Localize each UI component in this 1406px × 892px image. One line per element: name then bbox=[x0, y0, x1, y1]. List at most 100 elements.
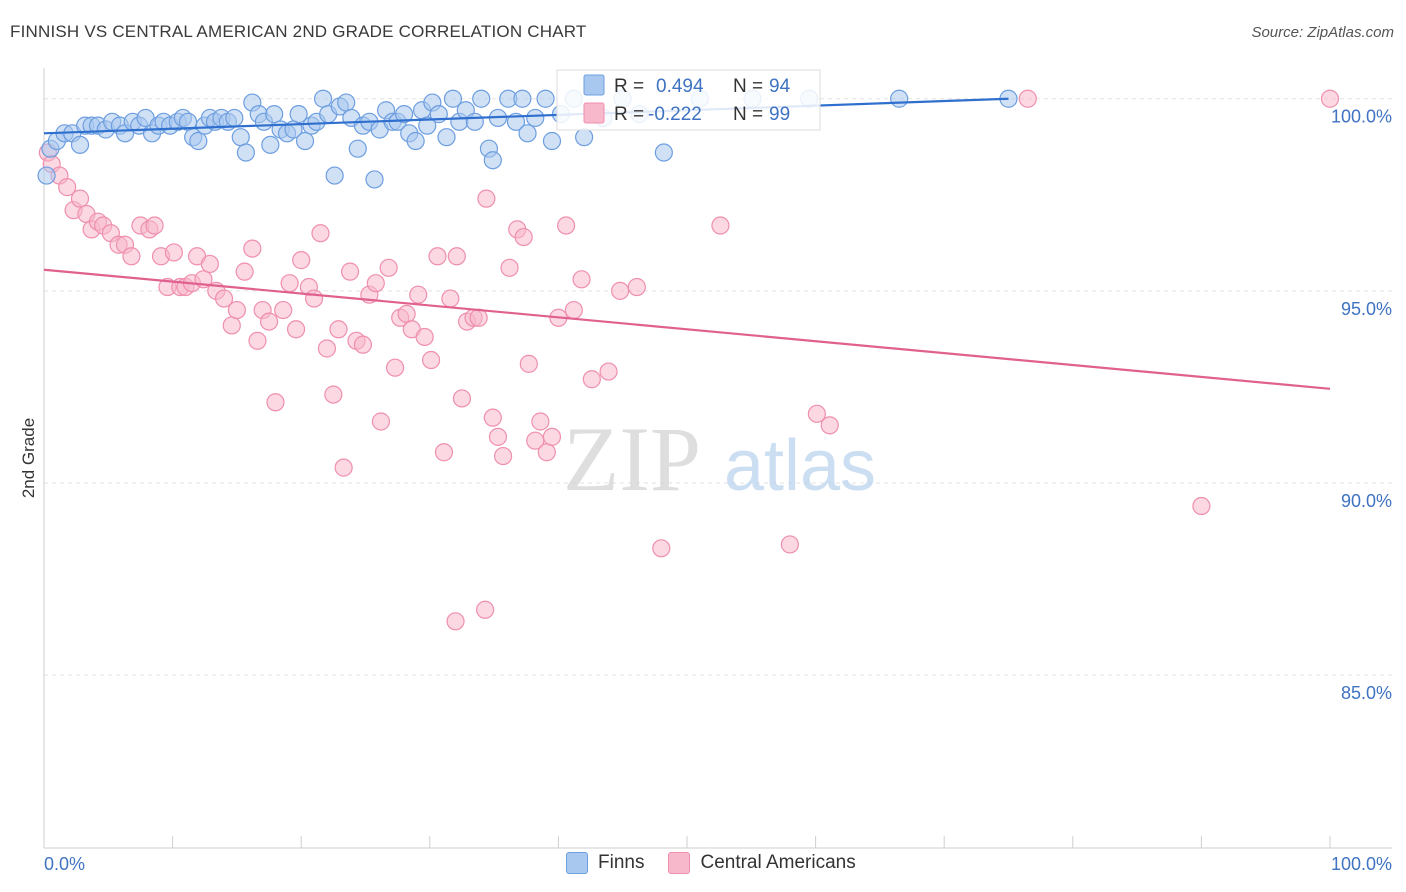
central-r-label: R = bbox=[614, 104, 644, 125]
central-point-82 bbox=[557, 216, 576, 235]
central-point-32 bbox=[248, 331, 267, 350]
finns-n-value: 94 bbox=[769, 76, 791, 97]
central-point-83 bbox=[564, 300, 583, 320]
y-tick-label-3: 85.0% bbox=[1341, 683, 1392, 703]
central-point-62 bbox=[434, 443, 454, 462]
central-point-60 bbox=[421, 350, 441, 370]
finns-r-value: 0.494 bbox=[656, 76, 704, 97]
central-point-80 bbox=[542, 427, 562, 446]
central-point-31 bbox=[243, 239, 262, 258]
central-point-34 bbox=[259, 312, 279, 331]
central-n-label: N = bbox=[733, 104, 763, 125]
central-point-27 bbox=[214, 289, 234, 308]
legend-swatch-finns bbox=[566, 852, 588, 874]
legend-item-finns: Finns bbox=[566, 852, 644, 874]
central-point-92 bbox=[475, 600, 495, 619]
finns-point-47 bbox=[325, 166, 344, 185]
central-point-44 bbox=[324, 385, 343, 404]
central-point-46 bbox=[334, 458, 353, 477]
finns-point-59 bbox=[394, 105, 414, 124]
finns-point-0 bbox=[37, 166, 56, 185]
finns-swatch bbox=[583, 74, 605, 96]
finns-point-37 bbox=[265, 105, 284, 124]
watermark-atlas: atlas bbox=[724, 426, 876, 506]
central-point-56 bbox=[397, 304, 416, 324]
central-point-98 bbox=[1320, 89, 1340, 108]
central-point-76 bbox=[519, 354, 538, 373]
central-point-91 bbox=[446, 612, 465, 631]
gridlines bbox=[44, 98, 1392, 676]
source-label: Source: ZipAtlas.com bbox=[1251, 24, 1394, 41]
finns-point-78 bbox=[518, 124, 537, 143]
central-point-39 bbox=[292, 251, 311, 270]
central-point-13 bbox=[122, 247, 141, 266]
finns-point-30 bbox=[225, 108, 244, 128]
y-axis-label: 2nd Grade bbox=[19, 418, 38, 498]
legend-item-central: Central Americans bbox=[668, 852, 856, 874]
correlation-legend: R = 0.494 N = 94 R = -0.222 N = 99 bbox=[556, 69, 821, 131]
finns-point-88 bbox=[654, 143, 673, 162]
finns-r-label: R = bbox=[614, 76, 644, 97]
y-tick-labels: 100.0% 95.0% 90.0% 85.0% bbox=[1331, 107, 1392, 703]
finns-point-81 bbox=[542, 131, 562, 151]
central-point-68 bbox=[469, 308, 488, 327]
finns-point-73 bbox=[483, 151, 502, 170]
central-point-59 bbox=[415, 327, 434, 347]
central-point-38 bbox=[286, 320, 306, 339]
central-r-value: -0.222 bbox=[648, 104, 702, 125]
central-americans-points bbox=[38, 89, 1340, 631]
finns-point-66 bbox=[437, 128, 456, 147]
finns-point-54 bbox=[365, 170, 384, 189]
finns-point-70 bbox=[465, 112, 484, 131]
finns-point-31 bbox=[231, 128, 250, 147]
central-point-36 bbox=[274, 300, 293, 320]
finns-point-32 bbox=[236, 143, 256, 162]
central-point-45 bbox=[329, 320, 348, 339]
central-point-43 bbox=[317, 339, 337, 358]
central-point-3 bbox=[58, 178, 77, 197]
central-point-70 bbox=[483, 408, 502, 427]
central-point-52 bbox=[371, 412, 391, 431]
central-point-35 bbox=[266, 393, 285, 412]
central-point-93 bbox=[780, 535, 799, 554]
central-point-29 bbox=[227, 300, 246, 320]
legend-label-finns: Finns bbox=[598, 852, 645, 873]
finns-point-45 bbox=[313, 89, 333, 108]
central-point-19 bbox=[164, 243, 183, 262]
finns-point-80 bbox=[536, 89, 555, 108]
central-point-5 bbox=[70, 189, 90, 208]
central-point-86 bbox=[599, 362, 618, 381]
central-point-94 bbox=[807, 404, 826, 423]
x-ticks bbox=[43, 836, 1331, 848]
x-tick-label-left: 0.0% bbox=[44, 854, 85, 874]
watermark-zip: ZIP bbox=[563, 408, 701, 510]
finns-point-51 bbox=[348, 139, 367, 158]
central-point-30 bbox=[235, 262, 254, 281]
central-point-79 bbox=[537, 443, 556, 462]
central-point-37 bbox=[280, 274, 299, 293]
finns-point-63 bbox=[418, 116, 437, 135]
central-point-69 bbox=[477, 189, 496, 208]
central-point-42 bbox=[311, 224, 330, 243]
central-point-25 bbox=[200, 254, 219, 274]
central-point-87 bbox=[611, 281, 630, 300]
x-tick-label-right: 100.0% bbox=[1331, 854, 1392, 874]
y-tick-label-0: 100.0% bbox=[1331, 107, 1392, 127]
central-point-75 bbox=[514, 227, 533, 247]
y-tick-label-2: 90.0% bbox=[1341, 491, 1392, 511]
y-tick-label-1: 95.0% bbox=[1341, 299, 1392, 319]
finns-point-92 bbox=[890, 89, 909, 108]
finns-point-84 bbox=[575, 128, 594, 147]
central-point-58 bbox=[409, 285, 428, 304]
central-point-28 bbox=[222, 316, 241, 335]
central-n-value: 99 bbox=[769, 104, 790, 125]
central-point-73 bbox=[500, 258, 519, 277]
finns-point-41 bbox=[289, 105, 308, 124]
finns-point-79 bbox=[526, 108, 545, 128]
central-point-61 bbox=[428, 247, 447, 266]
finns-point-77 bbox=[513, 89, 532, 108]
finns-point-49 bbox=[337, 93, 356, 112]
finns-point-5 bbox=[70, 135, 90, 154]
central-point-63 bbox=[441, 289, 460, 308]
